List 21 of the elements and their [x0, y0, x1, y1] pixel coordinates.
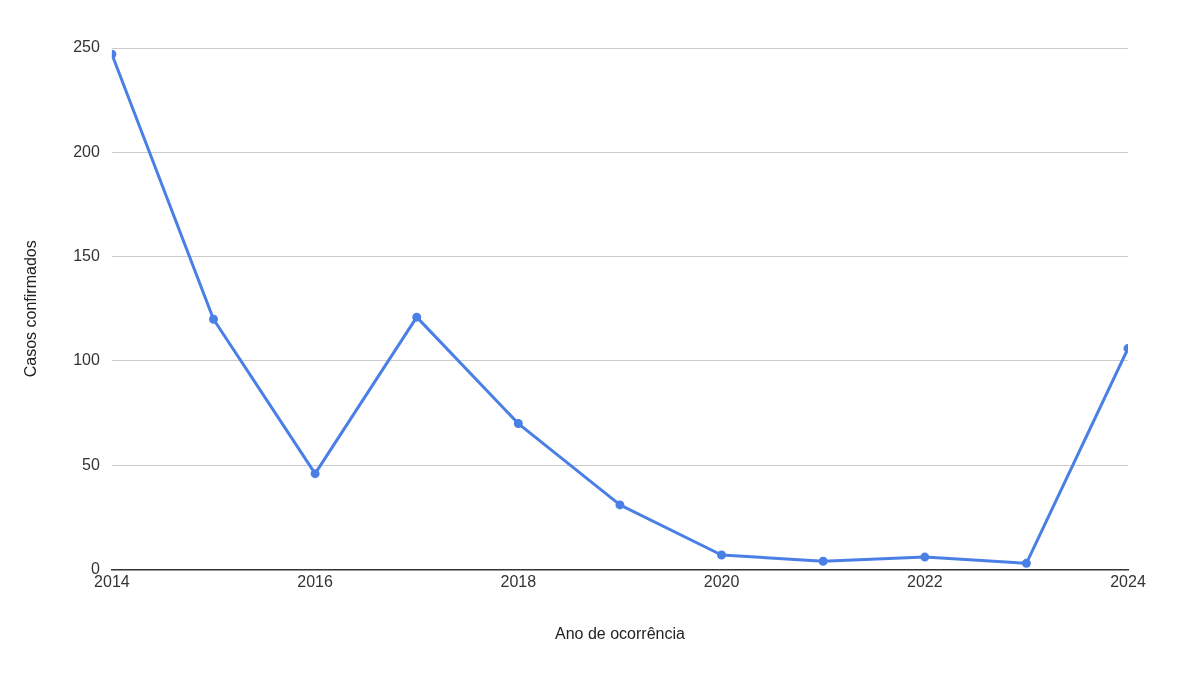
y-tick-label: 250 — [73, 38, 100, 56]
y-tick-label: 50 — [82, 455, 100, 473]
x-tick-label: 2020 — [703, 572, 740, 590]
point — [818, 556, 828, 566]
y-tick-label: 150 — [73, 247, 100, 265]
point — [615, 500, 625, 510]
x-tick-label: 2018 — [500, 572, 537, 590]
y-tick-label: 200 — [73, 142, 100, 160]
point — [412, 312, 422, 322]
point — [310, 469, 320, 479]
point — [513, 419, 523, 429]
x-tick-label: 2022 — [906, 572, 943, 590]
point — [717, 550, 727, 560]
point — [920, 552, 930, 562]
x-tick-label: 2024 — [1110, 572, 1146, 590]
x-tick-label: 2016 — [297, 572, 334, 590]
y-tick-label: 100 — [73, 351, 100, 369]
point — [209, 314, 219, 324]
x-axis-title: Ano de ocorrência — [555, 624, 685, 642]
point — [1021, 558, 1031, 568]
y-axis-title: Casos confirmados — [22, 240, 40, 378]
